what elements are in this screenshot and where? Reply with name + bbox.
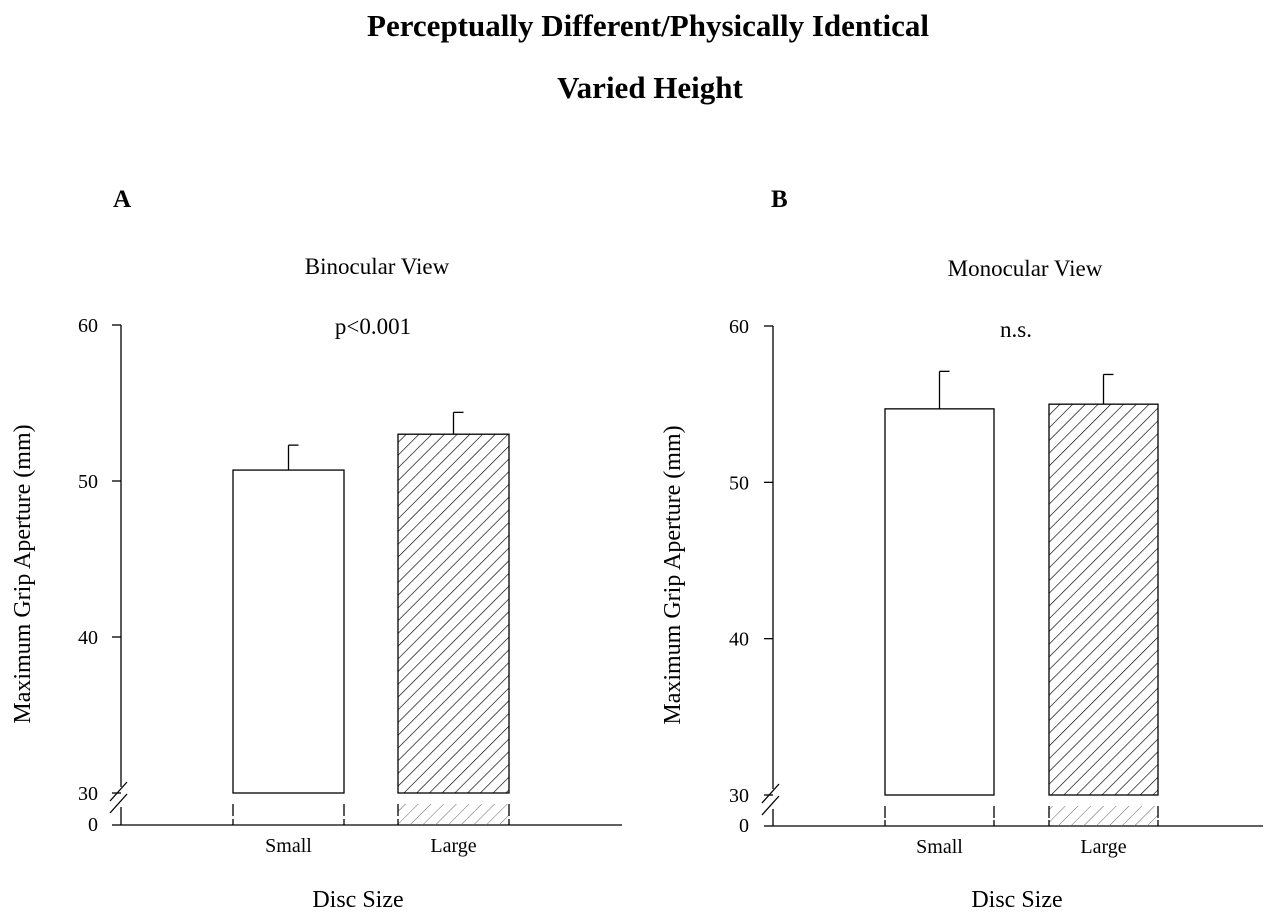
chart-marks: 30 40 50 60 0 Small Large <box>78 315 622 857</box>
figure-title-line-1: Perceptually Different/Physically Identi… <box>367 8 929 43</box>
panel-b: B Monocular View n.s. Maximum Grip Apert… <box>660 186 1263 912</box>
axis-break-mark <box>761 795 780 816</box>
panel-title: Binocular View <box>305 254 450 279</box>
bar-break-segment <box>1049 806 1158 826</box>
panel-title: Monocular View <box>948 256 1103 281</box>
panel-letter: B <box>771 186 788 213</box>
bar-break-segment <box>398 804 509 825</box>
axis-break-mark <box>109 793 128 814</box>
category-label: Large <box>1080 836 1126 858</box>
x-axis-label: Disc Size <box>312 887 403 912</box>
y-axis-label: Maximum Grip Aperture (mm) <box>10 424 36 723</box>
x-axis-label: Disc Size <box>971 887 1062 912</box>
y-tick-label: 30 <box>78 783 98 805</box>
axis-break-mark <box>109 781 128 802</box>
y-tick-label: 30 <box>729 785 749 807</box>
significance-annotation: n.s. <box>1000 317 1032 342</box>
y-tick-label: 0 <box>88 814 98 836</box>
y-tick-label: 60 <box>729 316 749 338</box>
category-label: Large <box>430 835 476 857</box>
bar <box>397 433 510 794</box>
y-tick-label: 0 <box>739 815 749 837</box>
y-tick-label: 50 <box>729 472 749 494</box>
panel-a: A Binocular View p<0.001 Maximum Grip Ap… <box>10 186 622 912</box>
bar <box>232 469 345 794</box>
y-tick-label: 60 <box>78 315 98 337</box>
category-label: Small <box>916 836 963 858</box>
figure-title-line-2: Varied Height <box>557 70 743 105</box>
bar <box>884 408 995 796</box>
panel-letter: A <box>113 186 131 213</box>
y-tick-label: 50 <box>78 471 98 493</box>
axis-break-mark <box>761 783 780 804</box>
y-tick-label: 40 <box>729 629 749 651</box>
bar <box>1048 403 1159 796</box>
y-tick-label: 40 <box>78 627 98 649</box>
category-label: Small <box>265 835 312 857</box>
significance-annotation: p<0.001 <box>335 314 411 339</box>
y-axis-label: Maximum Grip Aperture (mm) <box>660 425 686 724</box>
chart-marks: 30 40 50 60 0 Small Large <box>729 316 1263 858</box>
